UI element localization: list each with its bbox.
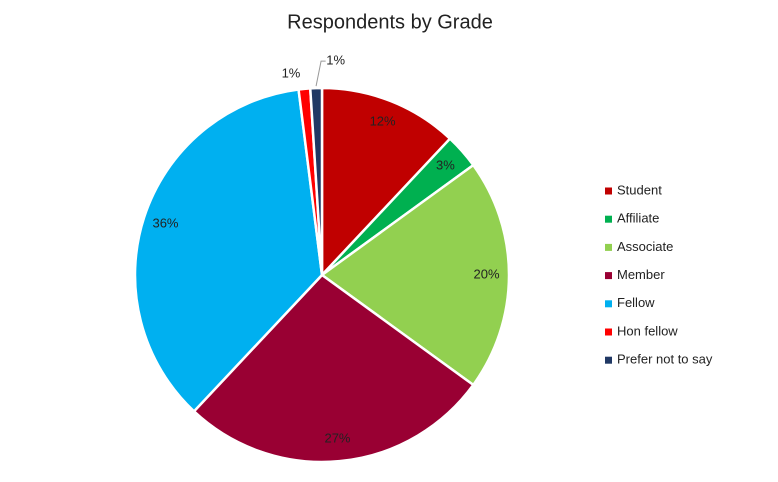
chart-title: Respondents by Grade [287, 11, 493, 33]
legend-label: Fellow [617, 295, 655, 310]
data-label: 27% [324, 430, 350, 445]
data-label: 1% [326, 53, 345, 68]
pie-slice [308, 86, 324, 276]
pie-slice [319, 163, 511, 387]
leader-line [315, 60, 326, 87]
data-label: 3% [436, 158, 455, 173]
legend-swatch [605, 272, 612, 280]
data-label: 20% [474, 266, 500, 281]
legend-swatch [605, 187, 612, 195]
pie-slice [192, 273, 476, 464]
data-label: 1% [282, 65, 301, 80]
legend-swatch [605, 328, 612, 336]
legend-label: Affiliate [617, 211, 659, 226]
legend-label: Hon fellow [617, 323, 678, 338]
legend-swatch [605, 243, 612, 251]
legend-swatch [605, 356, 612, 364]
legend-label: Prefer not to say [617, 352, 713, 367]
data-label: 12% [370, 113, 396, 128]
legend-label: Student [617, 182, 662, 197]
legend-swatch [605, 215, 612, 223]
legend-label: Associate [617, 239, 673, 254]
legend-label: Member [617, 267, 665, 282]
data-label: 36% [152, 216, 178, 231]
legend-swatch [605, 300, 612, 308]
pie-slice [133, 88, 324, 414]
pie-slice [320, 86, 452, 279]
